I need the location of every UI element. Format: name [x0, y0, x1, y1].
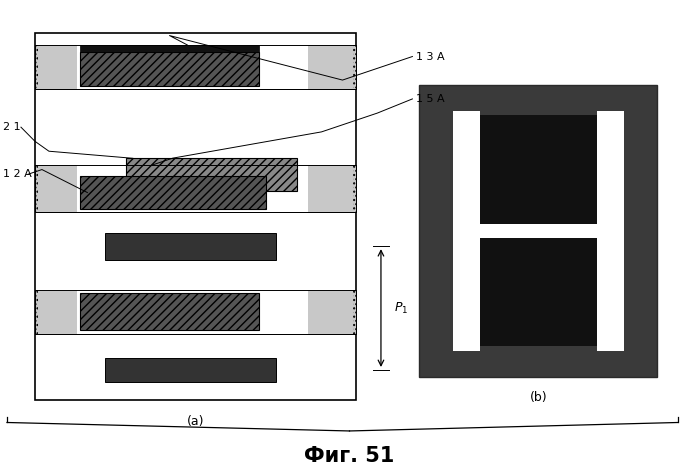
Bar: [453, 111, 480, 351]
Text: $P_1$: $P_1$: [394, 300, 408, 316]
Bar: [38, 165, 77, 211]
Bar: [308, 165, 353, 211]
Bar: [105, 358, 276, 382]
Bar: [80, 52, 259, 86]
Bar: [80, 45, 259, 52]
Bar: [105, 233, 276, 260]
Bar: [35, 165, 356, 211]
Bar: [480, 224, 597, 238]
Bar: [597, 111, 624, 351]
Text: 2 1: 2 1: [3, 122, 21, 132]
Bar: [35, 290, 356, 334]
Bar: [480, 115, 597, 224]
Bar: [38, 45, 77, 89]
Bar: [419, 85, 657, 377]
Bar: [308, 45, 353, 89]
Bar: [35, 165, 356, 211]
Bar: [308, 290, 353, 334]
Bar: [35, 45, 356, 89]
Text: 1 2 A: 1 2 A: [3, 169, 32, 179]
Bar: [480, 238, 597, 346]
Bar: [35, 290, 356, 334]
Text: (a): (a): [187, 415, 205, 428]
Text: 1 3 A: 1 3 A: [416, 51, 445, 62]
Text: 1 5 A: 1 5 A: [416, 94, 445, 104]
Bar: [126, 158, 297, 191]
Bar: [77, 45, 308, 89]
Bar: [77, 165, 308, 211]
Bar: [35, 45, 356, 89]
Text: Фиг. 51: Фиг. 51: [304, 446, 395, 466]
Bar: [35, 33, 356, 400]
Bar: [77, 290, 308, 334]
Bar: [80, 293, 259, 331]
Text: (b): (b): [529, 391, 547, 405]
Bar: [38, 290, 77, 334]
Bar: [80, 176, 266, 209]
